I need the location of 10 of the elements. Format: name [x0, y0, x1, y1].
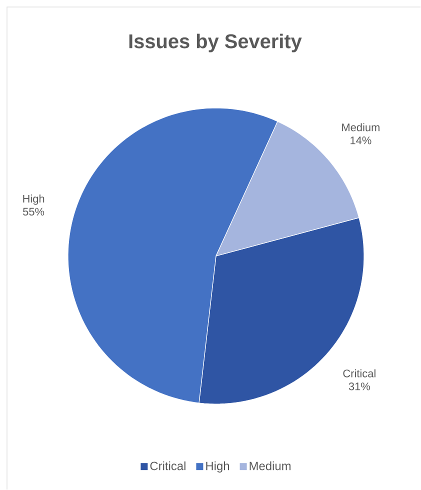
legend-label: High — [206, 461, 230, 473]
slice-label: Critical — [343, 369, 376, 378]
data-label: 55% — [23, 208, 44, 216]
legend-label: Medium — [250, 461, 291, 470]
slice-label: High — [23, 194, 44, 205]
data-label: 14% — [350, 136, 372, 144]
legend-label: Critical — [150, 461, 186, 470]
slice-label: Medium — [342, 123, 380, 132]
data-label: 31% — [348, 382, 370, 390]
chart-title: Issues by Severity — [129, 34, 302, 52]
